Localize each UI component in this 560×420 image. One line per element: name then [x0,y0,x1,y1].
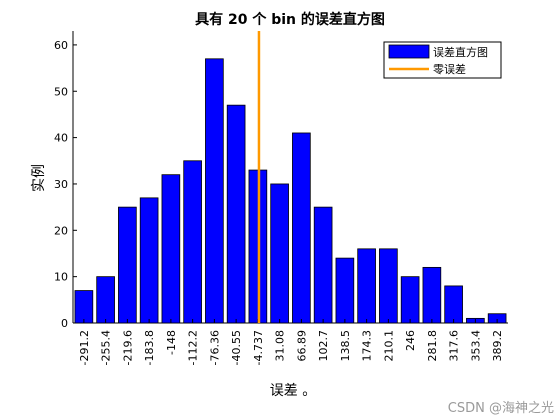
x-tick-label: 31.08 [274,330,287,362]
y-tick-label: 30 [54,178,68,191]
histogram-bar [422,266,442,324]
legend: 误差直方图 零误差 [383,41,502,79]
legend-label-histogram: 误差直方图 [433,45,488,59]
chart-title: 具有 20 个 bin 的误差直方图 [194,11,385,28]
x-tick-label: -4.737 [252,330,265,365]
x-tick-label: -183.8 [143,330,156,365]
y-tick-label: 20 [54,224,68,237]
x-tick-label: -112.2 [187,330,200,365]
x-tick-label: -291.2 [78,330,91,365]
x-tick-label: -219.6 [121,330,134,365]
x-tick-label: 102.7 [317,330,330,362]
x-axis-label: 误差 。 [270,383,316,399]
y-tick-label: 50 [54,85,68,98]
histogram-bar [444,285,463,324]
histogram-bar [292,132,311,324]
x-tick-label: 246 [404,330,417,351]
y-axis-label: 实例 [31,164,47,192]
x-tick-label: 353.4 [469,330,482,362]
x-tick-label: 281.8 [426,330,439,362]
x-tick-label: 174.3 [361,330,374,362]
histogram-bar [379,248,398,324]
histogram-bar [139,197,159,324]
histogram-bar [226,104,246,324]
x-tick-label: 210.1 [382,330,395,362]
plot-area: 0 10 20 30 40 50 60 -291.2 -255.4 -219.6 -183.8 -14… [54,31,508,365]
x-tick-label: 138.5 [339,330,352,362]
histogram-bar [74,290,94,324]
histogram-bar [400,276,420,324]
histogram-bar [313,206,333,324]
x-tick-label: -148 [165,330,178,355]
y-tick-label: 40 [54,132,68,145]
histogram-bar [270,183,289,324]
histogram-bar [205,58,224,324]
legend-swatch-histogram [388,44,430,59]
y-tick-label: 60 [54,39,68,52]
histogram-bar [161,174,181,324]
watermark: CSDN @海神之光 [447,401,554,416]
x-tick-label: -40.55 [230,330,243,365]
histogram-bar [96,276,115,324]
legend-label-zero-error: 零误差 [433,62,466,76]
histogram-bar [335,257,355,324]
histogram-bar [183,160,202,324]
histogram-bar [118,206,137,324]
x-tick-label: 389.2 [491,330,504,362]
x-tick-label: -255.4 [100,330,113,365]
x-tick-label: 317.6 [448,330,461,362]
histogram-bar [357,248,376,324]
x-tick-label: 66.89 [295,330,308,362]
x-tick-label: -76.36 [208,330,221,365]
y-tick-label: 10 [54,271,68,284]
y-tick-label: 0 [61,317,68,330]
